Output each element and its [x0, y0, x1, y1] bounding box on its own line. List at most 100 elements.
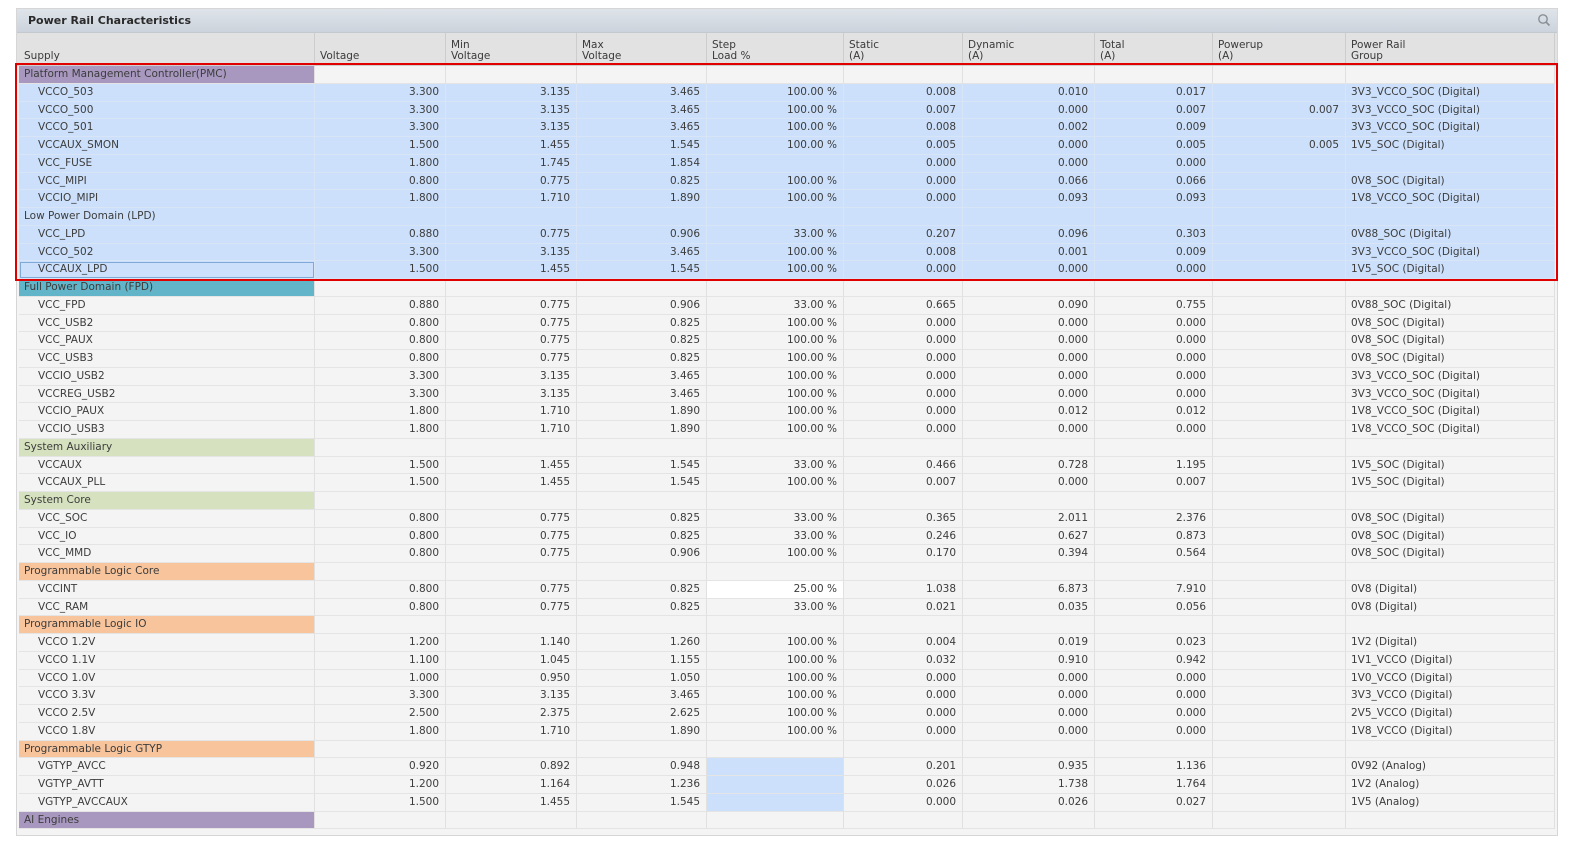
step-load-cell[interactable]: 33.00 % [707, 456, 844, 475]
group-row[interactable]: Programmable Logic GTYP [17, 740, 1555, 759]
empty-cell[interactable] [315, 811, 446, 830]
step-load-cell[interactable]: 100.00 % [707, 261, 844, 279]
step-load-cell[interactable] [707, 793, 844, 812]
voltage-cell[interactable]: 0.920 [315, 758, 446, 776]
voltage-cell[interactable]: 1.800 [315, 154, 446, 173]
empty-cell[interactable] [707, 740, 844, 759]
step-load-cell[interactable]: 100.00 % [707, 243, 844, 262]
voltage-cell[interactable]: 1.500 [315, 474, 446, 492]
step-load-cell[interactable]: 100.00 % [707, 669, 844, 688]
voltage-cell[interactable]: 0.800 [315, 314, 446, 333]
empty-cell[interactable] [707, 208, 844, 226]
voltage-cell[interactable]: 0.880 [315, 296, 446, 315]
voltage-cell[interactable]: 1.100 [315, 651, 446, 670]
search-icon[interactable] [1537, 13, 1551, 27]
empty-cell[interactable] [707, 563, 844, 581]
voltage-cell[interactable]: 3.300 [315, 101, 446, 120]
voltage-cell[interactable]: 1.800 [315, 190, 446, 208]
table-row[interactable]: VCCAUX 1.500 1.455 1.545 33.00 % 0.466 0.728 1.… [17, 456, 1555, 475]
table-row[interactable]: VCC_MIPI 0.800 0.775 0.825 100.00 % 0.000 0.06… [17, 172, 1555, 191]
step-load-cell[interactable]: 100.00 % [707, 137, 844, 155]
empty-cell[interactable] [315, 492, 446, 510]
column-header-power-rail-group[interactable]: Power Rail Group [1346, 33, 1555, 65]
step-load-cell[interactable]: 100.00 % [707, 722, 844, 741]
voltage-cell[interactable]: 0.800 [315, 509, 446, 528]
empty-cell[interactable] [707, 66, 844, 84]
step-load-cell[interactable]: 33.00 % [707, 527, 844, 546]
table-row[interactable]: VCC_PAUX 0.800 0.775 0.825 100.00 % 0.000 0.00… [17, 332, 1555, 350]
column-header-dynamic[interactable]: Dynamic (A) [963, 33, 1095, 65]
table-row[interactable]: VCC_RAM 0.800 0.775 0.825 33.00 % 0.021 0.035 0… [17, 598, 1555, 617]
table-row[interactable]: VCCREG_USB2 3.300 3.135 3.465 100.00 % 0.000 0… [17, 385, 1555, 404]
step-load-cell[interactable]: 100.00 % [707, 474, 844, 492]
column-header-voltage[interactable]: Voltage [315, 33, 446, 65]
group-row[interactable]: Full Power Domain (FPD) [17, 279, 1555, 297]
column-header-powerup[interactable]: Powerup (A) [1213, 33, 1346, 65]
table-row[interactable]: VCC_FUSE 1.800 1.745 1.854 0.000 0.000 0.000 [17, 154, 1555, 173]
step-load-cell[interactable]: 33.00 % [707, 509, 844, 528]
step-load-cell[interactable]: 100.00 % [707, 314, 844, 333]
voltage-cell[interactable]: 1.800 [315, 722, 446, 741]
voltage-cell[interactable]: 2.500 [315, 705, 446, 723]
table-row[interactable]: VCCIO_MIPI 1.800 1.710 1.890 100.00 % 0.000 0.… [17, 190, 1555, 208]
step-load-cell[interactable]: 100.00 % [707, 119, 844, 137]
step-load-cell[interactable]: 100.00 % [707, 190, 844, 208]
table-row[interactable]: VCCAUX_SMON 1.500 1.455 1.545 100.00 % 0.005 0… [17, 137, 1555, 155]
table-row[interactable]: VCCO 1.8V 1.800 1.710 1.890 100.00 % 0.000 0.0… [17, 722, 1555, 741]
voltage-cell[interactable]: 0.880 [315, 225, 446, 244]
voltage-cell[interactable]: 0.800 [315, 332, 446, 350]
table-row[interactable]: VCCIO_USB3 1.800 1.710 1.890 100.00 % 0.000 0.… [17, 421, 1555, 439]
table-row[interactable]: VGTYP_AVTT 1.200 1.164 1.236 0.026 1.738 1.764… [17, 776, 1555, 794]
step-load-cell[interactable]: 100.00 % [707, 172, 844, 191]
group-row[interactable]: Platform Management Controller(PMC) [17, 66, 1555, 84]
voltage-cell[interactable]: 1.500 [315, 261, 446, 279]
step-load-cell[interactable]: 100.00 % [707, 367, 844, 386]
step-load-cell[interactable]: 100.00 % [707, 634, 844, 652]
step-load-cell[interactable]: 100.00 % [707, 101, 844, 120]
table-row[interactable]: VCC_LPD 0.880 0.775 0.906 33.00 % 0.207 0.096 0… [17, 225, 1555, 244]
step-load-cell[interactable] [707, 758, 844, 776]
voltage-cell[interactable]: 3.300 [315, 83, 446, 102]
step-load-cell[interactable]: 100.00 % [707, 403, 844, 421]
table-row[interactable]: VCCAUX_PLL 1.500 1.455 1.545 100.00 % 0.007 0.… [17, 474, 1555, 492]
step-load-cell[interactable]: 100.00 % [707, 350, 844, 368]
voltage-cell[interactable]: 1.200 [315, 776, 446, 794]
table-row[interactable]: VCC_MMD 0.800 0.775 0.906 100.00 % 0.170 0.394… [17, 545, 1555, 563]
empty-cell[interactable] [707, 279, 844, 297]
table-row[interactable]: VCCO_503 3.300 3.135 3.465 100.00 % 0.008 0.01… [17, 83, 1555, 102]
voltage-cell[interactable]: 1.500 [315, 137, 446, 155]
group-row[interactable]: System Auxiliary [17, 438, 1555, 457]
empty-cell[interactable] [315, 279, 446, 297]
table-row[interactable]: VCCIO_USB2 3.300 3.135 3.465 100.00 % 0.000 0.… [17, 367, 1555, 386]
step-load-cell[interactable]: 33.00 % [707, 598, 844, 617]
step-load-cell[interactable]: 33.00 % [707, 225, 844, 244]
empty-cell[interactable] [707, 811, 844, 830]
voltage-cell[interactable]: 1.000 [315, 669, 446, 688]
step-load-cell[interactable]: 100.00 % [707, 421, 844, 439]
voltage-cell[interactable]: 3.300 [315, 119, 446, 137]
voltage-cell[interactable]: 1.500 [315, 456, 446, 475]
step-load-cell[interactable]: 100.00 % [707, 705, 844, 723]
voltage-cell[interactable]: 3.300 [315, 243, 446, 262]
voltage-cell[interactable]: 3.300 [315, 687, 446, 705]
step-load-cell[interactable]: 100.00 % [707, 385, 844, 404]
step-load-cell[interactable]: 100.00 % [707, 687, 844, 705]
step-load-cell[interactable]: 100.00 % [707, 83, 844, 102]
voltage-cell[interactable]: 0.800 [315, 580, 446, 599]
table-row[interactable]: VCCIO_PAUX 1.800 1.710 1.890 100.00 % 0.000 0.… [17, 403, 1555, 421]
table-row[interactable]: VCCO 1.2V 1.200 1.140 1.260 100.00 % 0.004 0.0… [17, 634, 1555, 652]
step-load-cell[interactable]: 33.00 % [707, 296, 844, 315]
voltage-cell[interactable]: 0.800 [315, 172, 446, 191]
column-header-total[interactable]: Total (A) [1095, 33, 1213, 65]
group-row[interactable]: Low Power Domain (LPD) [17, 208, 1555, 226]
table-row[interactable]: VCCO_502 3.300 3.135 3.465 100.00 % 0.008 0.00… [17, 243, 1555, 262]
empty-cell[interactable] [707, 492, 844, 510]
column-header-max-voltage[interactable]: Max Voltage [577, 33, 707, 65]
empty-cell[interactable] [315, 740, 446, 759]
step-load-cell[interactable]: 100.00 % [707, 651, 844, 670]
empty-cell[interactable] [707, 616, 844, 634]
voltage-cell[interactable]: 1.500 [315, 793, 446, 812]
table-row[interactable]: VGTYP_AVCCAUX 1.500 1.455 1.545 0.000 0.026 0.… [17, 793, 1555, 812]
group-row[interactable]: System Core [17, 492, 1555, 510]
voltage-cell[interactable]: 0.800 [315, 598, 446, 617]
